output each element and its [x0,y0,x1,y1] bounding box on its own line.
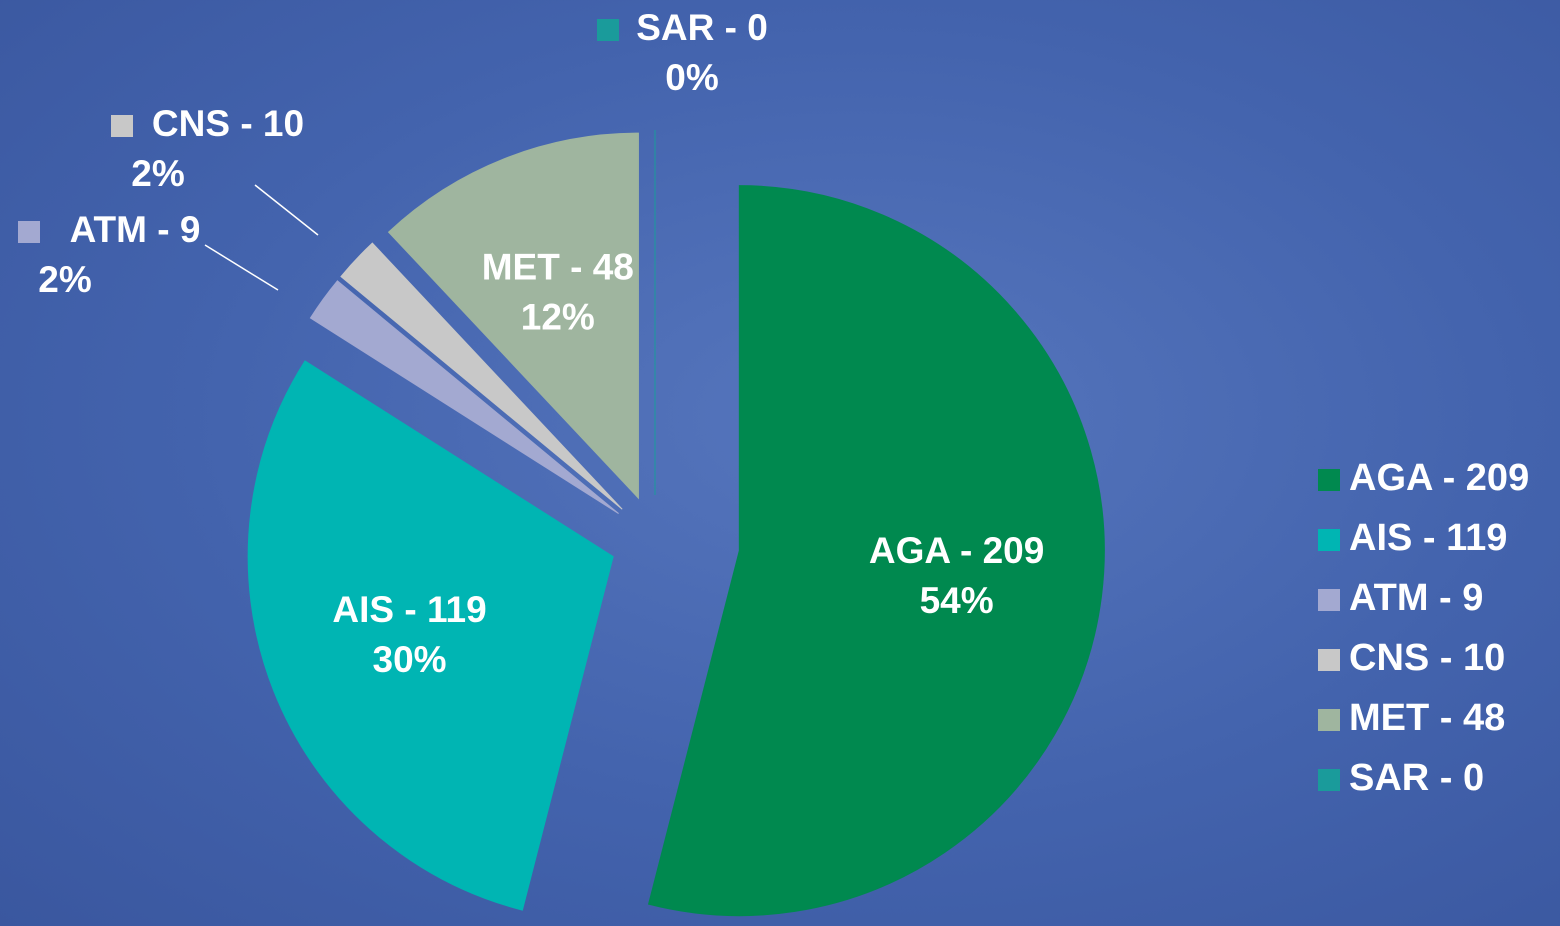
slice-percent: 0% [665,57,718,98]
slice-percent: 12% [521,296,595,337]
slice-percent: 54% [920,580,994,621]
slice-labels: AGA - 209 54% AIS - 119 30% ATM - 9 2% CNS - 1… [18,7,1044,680]
slice-percent: 30% [373,639,447,680]
leader-line [254,184,319,236]
leader-line [204,244,279,291]
legend-swatch [1318,769,1340,791]
legend-swatch [1318,529,1340,551]
legend-label: MET - 48 [1349,697,1505,739]
legend-label: SAR - 0 [1349,757,1484,799]
pie-slice [647,185,1105,917]
slice-label: MET - 48 [482,246,634,287]
pie-slice [340,242,623,510]
legend-swatch [1318,649,1340,671]
legend-swatch [1318,469,1340,491]
legend-label: ATM - 9 [1349,577,1483,619]
pie [247,130,1105,917]
legend-swatch [1318,589,1340,611]
label-swatch [111,115,133,137]
legend-swatch [1318,709,1340,731]
slice-percent: 2% [131,153,184,194]
pie-slice [309,280,619,514]
legend: AGA - 209 AIS - 119 ATM - 9 CNS - 10 MET - 4… [1318,457,1529,799]
pie-slice [247,360,614,911]
label-swatch [18,221,40,243]
legend-label: AIS - 119 [1349,517,1507,559]
slice-label: AIS - 119 [332,589,486,630]
legend-label: AGA - 209 [1349,457,1529,499]
label-swatch [597,19,619,41]
slice-percent: 2% [38,259,91,300]
slice-label: ATM - 9 [70,209,201,250]
slice-label: AGA - 209 [869,530,1044,571]
slice-label: SAR - 0 [636,7,768,48]
pie-slice [387,132,639,500]
slice-label: CNS - 10 [152,103,304,144]
legend-label: CNS - 10 [1349,637,1505,679]
